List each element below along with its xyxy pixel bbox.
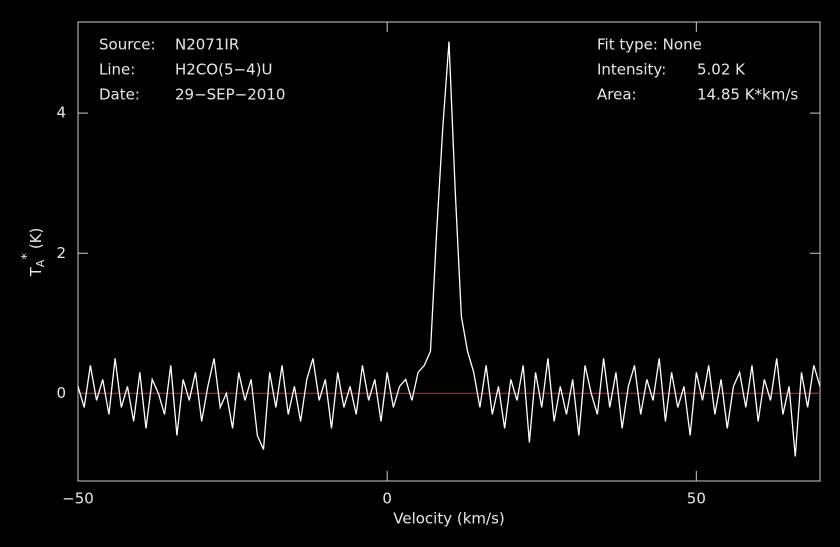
annotation: N2071IR	[175, 36, 239, 54]
annotation: 29−SEP−2010	[175, 86, 285, 104]
x-tick-label: 50	[687, 490, 706, 508]
y-tick-label: 4	[56, 104, 66, 122]
y-label-sup: *	[20, 253, 35, 260]
annotation: H2CO(5−4)U	[175, 61, 272, 79]
y-label-unit: (K)	[27, 228, 45, 250]
annotation: Line:	[99, 61, 135, 79]
y-axis-label: TA* (K)	[20, 228, 48, 278]
spectrum-line	[77, 41, 821, 457]
annotation: 14.85 K*km/s	[697, 86, 798, 104]
annotation: Fit type: None	[597, 36, 702, 54]
annotation: Area:	[597, 86, 637, 104]
y-label-sub: A	[34, 259, 47, 267]
annotation: 5.02 K	[697, 61, 746, 79]
y-tick-label: 0	[56, 384, 66, 402]
x-tick-label: −50	[62, 490, 94, 508]
annotation: Intensity:	[597, 61, 666, 79]
plot-frame	[77, 21, 821, 482]
x-axis-label: Velocity (km/s)	[393, 510, 504, 528]
y-label-main: T	[27, 266, 45, 277]
x-tick-label: 0	[382, 490, 392, 508]
annotation: Date:	[99, 86, 140, 104]
annotation: Source:	[99, 36, 156, 54]
y-tick-label: 2	[56, 244, 66, 262]
